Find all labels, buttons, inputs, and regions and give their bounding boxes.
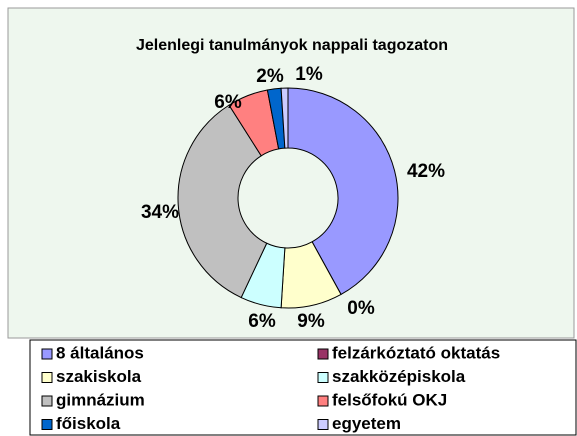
slice [287, 87, 399, 296]
legend-label: 8 általános [56, 343, 144, 362]
legend-label: felzárkóztató oktatás [332, 343, 500, 362]
data-label: 9% [297, 311, 325, 332]
data-label: 42% [407, 161, 445, 182]
data-label: 6% [214, 92, 242, 113]
slice [280, 87, 289, 149]
data-label: 34% [141, 202, 179, 223]
legend-label: felsőfokú OKJ [332, 390, 447, 409]
legend-label: egyetem [332, 414, 401, 433]
data-label: 0% [347, 298, 375, 319]
legend-swatch [317, 372, 329, 383]
legend-swatch [317, 419, 329, 430]
legend-swatch [317, 348, 329, 360]
legend-label: főiskola [56, 414, 121, 433]
legend-label: szakiskola [56, 367, 142, 386]
legend-swatch [41, 419, 53, 430]
legend-swatch [41, 372, 53, 383]
data-label: 2% [256, 66, 284, 87]
legend-label: gimnázium [56, 390, 145, 409]
legend-swatch [41, 395, 53, 407]
slice [177, 104, 268, 299]
chart-title: Jelenlegi tanulmányok nappali tagozaton [136, 37, 448, 54]
legend-swatch [41, 348, 53, 360]
data-label: 1% [295, 64, 323, 85]
data-label: 6% [248, 311, 276, 332]
legend-swatch [317, 395, 329, 407]
legend-label: szakközépiskola [332, 367, 466, 386]
legend-box [29, 339, 577, 436]
